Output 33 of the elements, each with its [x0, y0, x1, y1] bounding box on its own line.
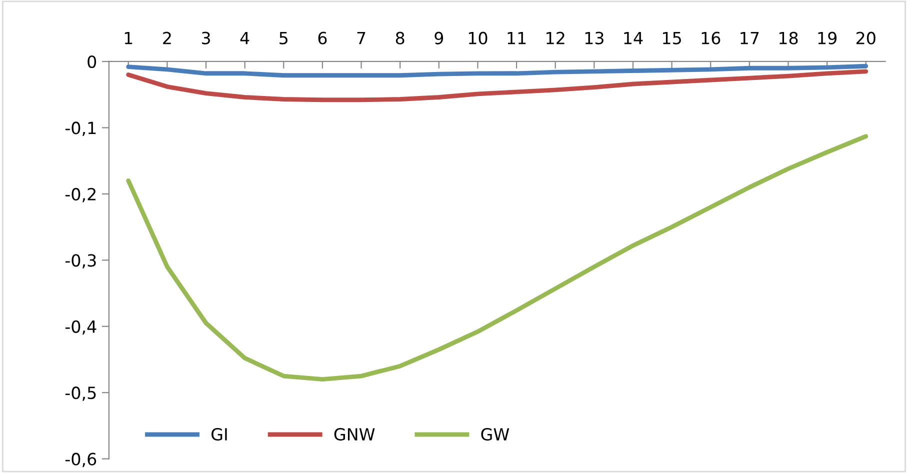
x-tick-label: 10	[468, 32, 488, 44]
y-tick-label: 0	[88, 55, 96, 68]
x-tick-label: 6	[318, 32, 327, 44]
y-tick-label: -0,4	[65, 320, 96, 335]
x-tick-label: 19	[818, 32, 837, 44]
line-series	[126, 134, 868, 382]
x-tick-label: 13	[585, 32, 604, 44]
x-tick-label: 9	[434, 32, 444, 44]
x-tick-label: 12	[546, 32, 564, 44]
y-tick-label: -0,5	[65, 386, 96, 401]
x-tick-label: 5	[280, 32, 288, 44]
y-tick-label: -0,1	[65, 122, 96, 136]
x-tick-label: 3	[202, 32, 210, 44]
x-tick-label: 17	[740, 32, 759, 44]
x-tick-label: 4	[240, 32, 250, 44]
x-tick-label: 18	[779, 32, 798, 44]
x-tick-label: 15	[663, 32, 681, 44]
x-tick-label: 2	[163, 32, 171, 44]
line-series	[126, 64, 868, 78]
x-tick-label: 1	[124, 32, 132, 44]
x-tick-label: 16	[702, 32, 720, 44]
x-tick-label: 7	[357, 32, 366, 44]
line-series	[126, 69, 868, 102]
y-tick-label: -0,3	[65, 254, 96, 268]
x-tick-label: 14	[624, 32, 643, 44]
legend-label: GI	[212, 428, 227, 441]
y-tick-label: -0,6	[65, 452, 96, 468]
legend-label: GNW	[334, 428, 375, 441]
x-tick-label: 8	[396, 32, 404, 44]
legend-label: GW	[481, 428, 510, 441]
y-tick-label: -0,2	[65, 188, 96, 202]
x-tick-label: 20	[856, 32, 876, 44]
x-tick-label: 11	[508, 32, 526, 44]
